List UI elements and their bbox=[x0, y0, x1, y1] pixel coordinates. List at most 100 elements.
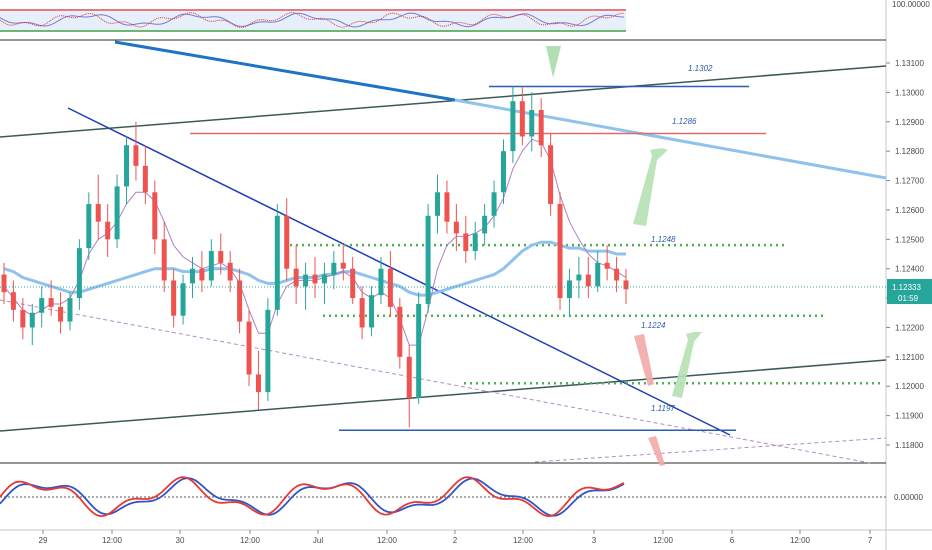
candle-body bbox=[614, 268, 620, 281]
level-label-resistance-1302: 1.1302 bbox=[688, 64, 713, 73]
candle-body bbox=[284, 215, 290, 269]
candle-body bbox=[180, 283, 186, 316]
candle-body bbox=[435, 192, 441, 216]
arrow-down-red-1 bbox=[546, 46, 561, 78]
candle-body bbox=[274, 215, 280, 310]
candle-body bbox=[208, 251, 214, 281]
upper-channel-line[interactable] bbox=[0, 65, 887, 138]
time-tick-label: 7 bbox=[868, 536, 873, 545]
candle-body bbox=[312, 274, 318, 284]
candle-body bbox=[58, 306, 64, 322]
candle-body bbox=[76, 248, 82, 299]
price-tick-label: 1.11900 bbox=[895, 412, 924, 421]
arrow-up-green-1 bbox=[633, 148, 668, 226]
time-tick-label: 12:00 bbox=[377, 536, 398, 545]
descending-blue-line[interactable] bbox=[67, 107, 731, 436]
level-label-support-1197: 1.1197 bbox=[651, 404, 675, 413]
candle-body bbox=[246, 321, 252, 375]
candle-body bbox=[29, 312, 35, 328]
time-axis[interactable]: 29 12:00 30 12:00 Jul 12:00 2 12:00 3 12:00 6 12:00… bbox=[39, 530, 873, 545]
time-tick-label: 12:00 bbox=[240, 536, 261, 545]
top-oscillator-panel: 100.00000 bbox=[0, 0, 930, 32]
candle-body bbox=[623, 280, 629, 290]
candle-body bbox=[369, 295, 375, 328]
candle-body bbox=[444, 192, 450, 222]
price-tick-label: 1.12200 bbox=[895, 323, 924, 332]
dashed-purple-line-2 bbox=[534, 437, 887, 463]
candle-body bbox=[161, 239, 167, 281]
candle-body bbox=[95, 204, 101, 222]
candle-body bbox=[538, 110, 544, 146]
candle-body bbox=[1, 274, 7, 293]
last-price-countdown: 01:59 bbox=[898, 294, 919, 303]
time-tick-label: 12:00 bbox=[513, 536, 534, 545]
time-tick-label: 6 bbox=[730, 536, 735, 545]
candle-body bbox=[189, 268, 195, 284]
candle-body bbox=[152, 192, 158, 240]
price-tick-label: 1.13100 bbox=[895, 59, 924, 68]
candle-body bbox=[557, 204, 563, 299]
candle-body bbox=[604, 262, 610, 269]
candle-body bbox=[387, 268, 393, 307]
falling-trend-line-light[interactable] bbox=[454, 98, 887, 180]
candle-body bbox=[265, 309, 271, 393]
candle-body bbox=[237, 280, 243, 322]
bottom-oscillator-tick: 0.00000 bbox=[894, 493, 923, 502]
candle-body bbox=[548, 145, 554, 205]
level-label-support-1224: 1.1224 bbox=[641, 321, 666, 330]
candle-body bbox=[321, 274, 327, 284]
candle-body bbox=[359, 298, 365, 328]
candle-body bbox=[67, 298, 73, 322]
top-oscillator-band bbox=[0, 9, 626, 31]
candle-body bbox=[331, 262, 337, 275]
arrow-down-red-3 bbox=[648, 436, 665, 466]
candle-body bbox=[416, 303, 422, 398]
time-tick-label: 12:00 bbox=[653, 536, 674, 545]
level-label-support-1248: 1.1248 bbox=[651, 235, 676, 244]
lower-channel-line[interactable] bbox=[0, 359, 887, 432]
candle-body bbox=[500, 151, 506, 193]
candle-body bbox=[519, 101, 525, 137]
candle-body bbox=[218, 251, 224, 263]
candle-body bbox=[48, 298, 54, 307]
price-tick-label: 1.13000 bbox=[895, 88, 924, 97]
price-tick-label: 1.12000 bbox=[895, 382, 924, 391]
candle-body bbox=[114, 186, 120, 240]
last-price-value: 1.12333 bbox=[892, 283, 921, 292]
price-tick-label: 1.12700 bbox=[895, 177, 924, 186]
candle-body bbox=[463, 233, 469, 252]
falling-trend-line-dark[interactable] bbox=[114, 40, 456, 102]
candle-body bbox=[585, 274, 591, 287]
candle-body bbox=[171, 280, 177, 316]
candle-body bbox=[39, 298, 45, 313]
candle-body bbox=[133, 145, 139, 166]
candle-body bbox=[227, 262, 233, 281]
candle-body bbox=[425, 215, 431, 304]
candle-body bbox=[566, 280, 572, 299]
candle-body bbox=[453, 221, 459, 234]
price-tick-label: 1.11800 bbox=[895, 441, 924, 450]
candle-body bbox=[10, 292, 16, 310]
top-oscillator-line bbox=[0, 12, 625, 28]
bottom-oscillator-line bbox=[0, 476, 625, 518]
bottom-oscillator-signal bbox=[0, 477, 625, 517]
candle-body bbox=[293, 268, 299, 287]
price-tick-label: 1.12400 bbox=[895, 265, 924, 274]
time-tick-label: 29 bbox=[39, 536, 48, 545]
candle-body bbox=[378, 268, 384, 296]
time-tick-label: 12:00 bbox=[790, 536, 811, 545]
candle-body bbox=[510, 101, 516, 152]
arrow-up-green-2 bbox=[672, 332, 702, 398]
price-tick-label: 1.12500 bbox=[895, 235, 924, 244]
candle-body bbox=[482, 215, 488, 234]
time-tick-label: Jul bbox=[313, 536, 323, 545]
candle-body bbox=[124, 145, 130, 187]
last-price-badge[interactable] bbox=[887, 279, 932, 304]
candle-body bbox=[340, 262, 346, 269]
candle-body bbox=[20, 309, 26, 328]
ma-fast-line bbox=[3, 138, 627, 346]
level-label-resistance-1286: 1.1286 bbox=[672, 117, 697, 126]
candle-body bbox=[303, 274, 309, 287]
top-oscillator-tick: 100.00000 bbox=[892, 0, 930, 9]
